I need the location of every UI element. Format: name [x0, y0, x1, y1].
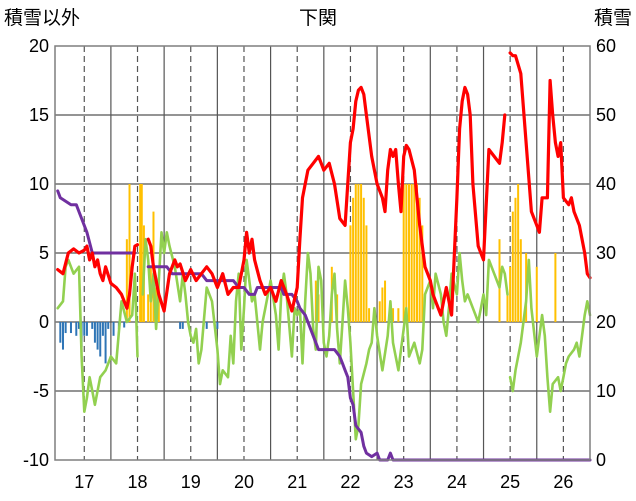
right-tick-label: 50	[596, 105, 616, 125]
bar-precip_negative-8	[85, 322, 88, 336]
bar-precip_positive-26	[392, 308, 395, 322]
right-tick-label: 30	[596, 243, 616, 263]
bar-precip_negative-5	[77, 322, 80, 329]
bar-precip_negative-20	[181, 322, 184, 329]
left-tick-label: 0	[39, 312, 49, 332]
bar-precip_positive-10	[314, 280, 317, 322]
bar-precip_positive-41	[517, 184, 520, 322]
bar-precip_positive-37	[506, 294, 509, 322]
left-tick-label: 20	[29, 36, 49, 56]
bar-precip_negative-19	[179, 322, 182, 329]
bar-precip_positive-40	[514, 197, 517, 322]
bar-precip_negative-0	[59, 322, 62, 343]
bar-precip_negative-4	[75, 322, 78, 336]
bar-precip_positive-38	[509, 266, 512, 322]
bar-precip_positive-35	[421, 225, 424, 322]
x-tick-label: 20	[234, 472, 254, 492]
bar-precip_negative-21	[205, 322, 208, 329]
bar-precip_positive-28	[402, 184, 405, 322]
series-line-snow_depth-0	[56, 189, 137, 255]
bar-precip_positive-42	[519, 239, 522, 322]
bar-precip_positive-30	[408, 184, 411, 322]
plot-frame	[54, 45, 591, 461]
bar-precip_positive-2	[139, 184, 142, 322]
x-tick-label: 17	[74, 472, 94, 492]
bar-precip_positive-3	[140, 184, 143, 322]
bar-precip_positive-45	[554, 253, 557, 322]
x-tick-label: 22	[340, 472, 360, 492]
bar-precip_positive-29	[405, 184, 408, 322]
bar-precip_positive-44	[535, 266, 538, 322]
bar-precip_negative-11	[96, 322, 99, 350]
left-tick-label: 10	[29, 174, 49, 194]
bars	[59, 184, 557, 364]
right-tick-label: 40	[596, 174, 616, 194]
bar-precip_negative-22	[216, 322, 219, 329]
series-line-secondary-0	[56, 258, 139, 414]
bar-precip_positive-11	[317, 294, 320, 322]
x-tick-label: 19	[181, 472, 201, 492]
bar-precip_positive-34	[418, 197, 421, 322]
x-tick-label: 21	[287, 472, 307, 492]
bar-precip_positive-25	[384, 280, 387, 322]
series-line-temperature-1	[146, 85, 507, 317]
bar-precip_positive-21	[368, 308, 371, 322]
series-line-secondary-1	[141, 231, 509, 441]
bar-precip_negative-1	[61, 322, 64, 350]
bar-precip_positive-19	[362, 197, 365, 322]
right-tick-label: 0	[596, 450, 606, 470]
x-tick-label: 23	[394, 472, 414, 492]
bar-precip_positive-20	[365, 225, 368, 322]
bar-precip_negative-14	[104, 322, 107, 364]
bar-precip_negative-2	[64, 322, 67, 334]
bar-precip_positive-14	[349, 225, 352, 322]
bar-precip_negative-13	[101, 322, 104, 336]
bar-precip_positive-15	[352, 197, 355, 322]
bar-precip_negative-10	[93, 322, 96, 343]
bar-precip_positive-31	[410, 184, 413, 322]
bar-precip_negative-18	[123, 322, 126, 328]
left-axis-label: 積雪以外	[4, 7, 80, 29]
series-line-temperature-2	[508, 51, 592, 280]
x-tick-label: 25	[500, 472, 520, 492]
bar-precip_positive-27	[397, 308, 400, 322]
bar-precip_positive-23	[378, 301, 381, 322]
bar-precip_negative-7	[83, 322, 86, 336]
bar-precip_positive-24	[381, 287, 384, 322]
ticks: -10 -5 0 5 10 15 20 0 10 20 30 40 50 60 17 18 19 20 21 22 23…	[23, 36, 616, 492]
bar-precip_positive-18	[360, 184, 363, 322]
left-tick-label: 5	[39, 243, 49, 263]
bar-precip_negative-9	[91, 322, 94, 329]
right-tick-label: 60	[596, 36, 616, 56]
bar-precip_positive-33	[415, 184, 418, 322]
bar-precip_negative-15	[107, 322, 110, 329]
bar-precip_positive-16	[354, 184, 357, 322]
left-tick-label: -10	[23, 450, 49, 470]
series-line-temperature-0	[56, 243, 140, 310]
bar-precip_positive-17	[357, 184, 360, 322]
bar-precip_negative-3	[69, 322, 72, 334]
right-axis-label: 積雪	[594, 7, 632, 29]
bar-precip_negative-12	[99, 322, 102, 357]
left-tick-label: 15	[29, 105, 49, 125]
bar-precip_positive-5	[147, 294, 150, 322]
bar-precip_negative-16	[112, 322, 115, 336]
x-tick-label: 24	[447, 472, 467, 492]
bar-precip_positive-0	[125, 239, 128, 322]
series-line-secondary-2	[508, 258, 592, 414]
x-tick-label: 18	[127, 472, 147, 492]
x-tick-label: 26	[553, 472, 573, 492]
left-tick-label: -5	[33, 381, 49, 401]
bar-precip_positive-32	[413, 184, 416, 322]
right-tick-label: 10	[596, 381, 616, 401]
chart-title: 下関	[299, 8, 337, 29]
right-tick-label: 20	[596, 312, 616, 332]
bar-precip_positive-39	[511, 211, 514, 322]
